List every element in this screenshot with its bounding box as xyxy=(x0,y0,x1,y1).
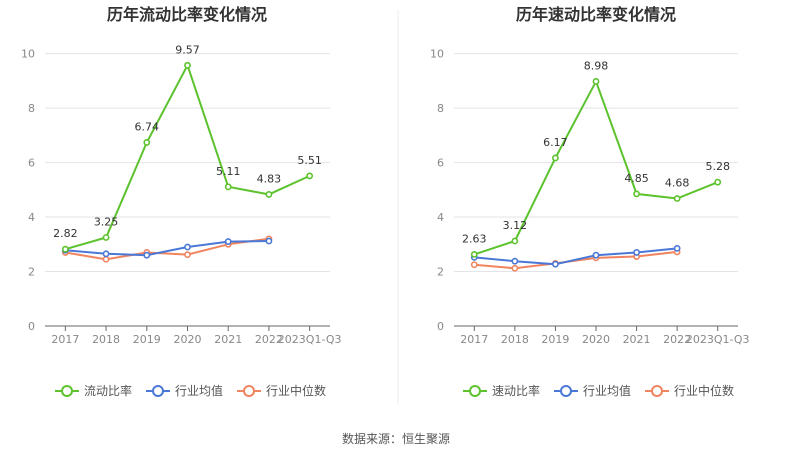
legend-marker-icon xyxy=(469,385,481,397)
data-point xyxy=(265,191,273,198)
y-tick-label: 8 xyxy=(28,102,35,115)
y-tick-label: 10 xyxy=(21,48,35,61)
series-line-industry-median xyxy=(65,237,270,261)
data-label: 4.68 xyxy=(665,177,690,190)
data-point xyxy=(306,172,314,180)
legend-label: 行业均值 xyxy=(175,383,223,398)
legend-item: 行业中位数 xyxy=(645,383,734,398)
data-point xyxy=(552,154,559,162)
legend-marker-icon xyxy=(243,385,255,397)
x-tick-label: 2018 xyxy=(501,333,529,346)
x-tick-label: 2021 xyxy=(214,333,242,346)
y-tick-label: 0 xyxy=(28,320,35,333)
chart-panel-1: 历年流动比率变化情况 0 2 4 6 8 10 2017 2018 2019 2020 2021 202… xyxy=(21,5,341,398)
data-label: 9.57 xyxy=(175,43,200,56)
data-label: 2.63 xyxy=(462,232,487,245)
data-label: 3.25 xyxy=(94,215,119,228)
data-point xyxy=(714,178,722,186)
y-tick-label: 6 xyxy=(437,157,444,170)
data-point xyxy=(102,234,110,241)
data-label: 6.17 xyxy=(543,136,568,149)
data-label: 5.51 xyxy=(297,154,322,167)
series-line-industry-average xyxy=(65,240,269,257)
data-point xyxy=(673,195,681,202)
data-point xyxy=(470,261,478,269)
data-point xyxy=(102,250,110,258)
data-point xyxy=(633,249,640,256)
legend-marker-icon xyxy=(560,385,572,397)
data-label: 2.82 xyxy=(53,227,78,240)
x-tick-label: 2017 xyxy=(460,333,488,346)
data-point xyxy=(673,244,681,252)
data-label: 4.83 xyxy=(257,172,282,185)
data-point xyxy=(184,61,191,69)
legend-item: 行业均值 xyxy=(554,383,631,398)
data-source-label: 数据来源：恒生聚源 xyxy=(342,431,450,446)
data-point xyxy=(511,237,519,245)
data-point xyxy=(511,257,519,265)
x-tick-label: 2020 xyxy=(582,333,610,346)
legend-marker-icon xyxy=(61,385,73,397)
y-tick-label: 2 xyxy=(28,266,35,279)
data-label: 4.85 xyxy=(624,172,649,185)
data-label: 5.28 xyxy=(705,160,730,173)
data-label: 5.11 xyxy=(216,165,241,178)
legend-marker-icon xyxy=(152,385,164,397)
x-tick-label: 2018 xyxy=(92,333,120,346)
x-tick-label: 2023Q1-Q3 xyxy=(686,333,750,346)
data-point xyxy=(102,255,110,263)
y-tick-label: 8 xyxy=(437,102,444,115)
data-point xyxy=(224,183,232,191)
x-tick-label: 2017 xyxy=(51,333,79,346)
chart-title: 历年流动比率变化情况 xyxy=(107,5,267,24)
legend-label: 行业均值 xyxy=(583,383,631,398)
x-tick-label: 2022 xyxy=(663,333,691,346)
legend-item: 行业均值 xyxy=(146,383,223,398)
legend-item: 流动比率 xyxy=(55,383,132,398)
x-tick-label: 2019 xyxy=(133,333,161,346)
y-tick-label: 6 xyxy=(28,157,35,170)
data-label: 6.74 xyxy=(135,120,160,133)
data-point xyxy=(633,190,640,198)
x-tick-label: 2021 xyxy=(623,333,651,346)
data-point xyxy=(552,260,559,268)
data-point xyxy=(61,245,69,253)
legend-item: 行业中位数 xyxy=(237,383,326,398)
data-point xyxy=(592,251,600,259)
y-tick-label: 0 xyxy=(437,320,444,333)
data-label: 3.12 xyxy=(503,219,528,232)
data-point xyxy=(265,237,273,245)
legend-label: 速动比率 xyxy=(492,383,540,398)
data-point xyxy=(224,238,232,245)
data-point xyxy=(143,251,151,259)
legend-item: 速动比率 xyxy=(463,383,540,398)
y-tick-label: 10 xyxy=(430,48,444,61)
legend-label: 行业中位数 xyxy=(674,383,734,398)
x-tick-label: 2022 xyxy=(255,333,283,346)
legend-marker-icon xyxy=(651,385,663,397)
x-tick-label: 2020 xyxy=(174,333,202,346)
data-point xyxy=(470,250,478,258)
y-tick-label: 2 xyxy=(437,266,444,279)
data-point xyxy=(511,264,519,272)
legend-label: 行业中位数 xyxy=(266,383,326,398)
y-tick-label: 4 xyxy=(28,211,35,224)
series-line-industry-average xyxy=(474,247,678,266)
x-tick-label: 2019 xyxy=(541,333,569,346)
data-point xyxy=(143,139,151,146)
chart-title: 历年速动比率变化情况 xyxy=(516,5,676,24)
legend-label: 流动比率 xyxy=(84,383,132,398)
x-tick-label: 2023Q1-Q3 xyxy=(278,333,342,346)
y-tick-label: 4 xyxy=(437,211,444,224)
data-point xyxy=(184,251,191,259)
data-point xyxy=(592,78,600,85)
chart-panel-2: 历年速动比率变化情况 0 2 4 6 8 10 2017 2018 2019 2020 2021 202… xyxy=(430,5,750,398)
data-point xyxy=(184,243,191,251)
data-label: 8.98 xyxy=(584,59,609,72)
